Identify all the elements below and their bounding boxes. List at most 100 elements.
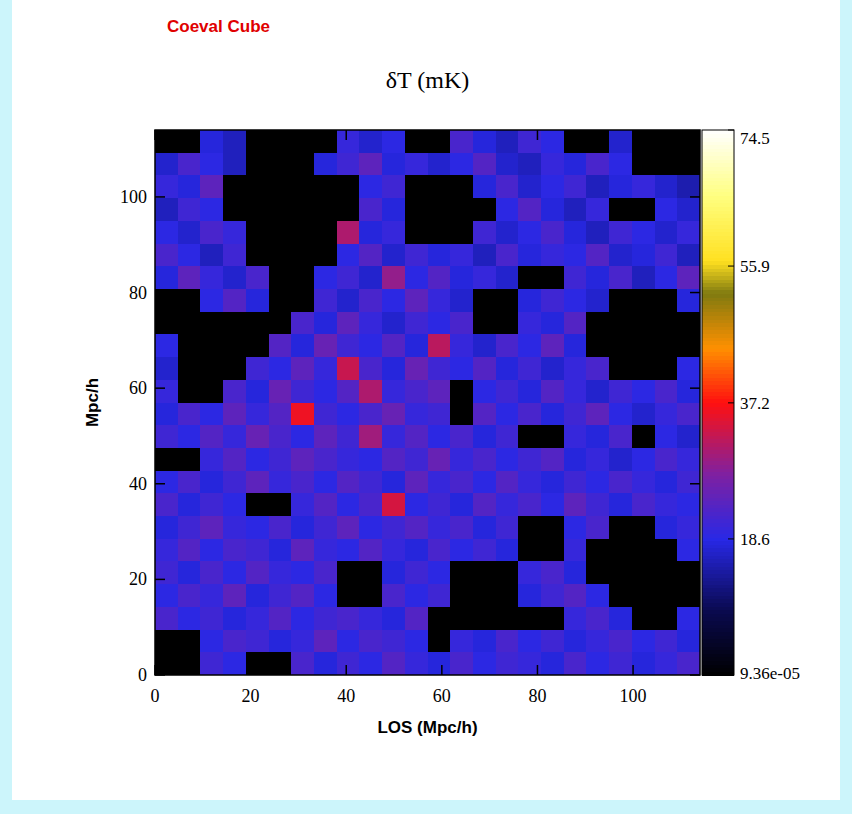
cell	[405, 221, 428, 244]
cell	[473, 403, 496, 426]
cell	[450, 425, 473, 448]
colorbar-slice	[702, 446, 734, 450]
y-tick-right	[690, 387, 700, 389]
cell	[269, 312, 292, 335]
colorbar-slice	[702, 464, 734, 468]
cell	[473, 153, 496, 176]
colorbar-slice	[702, 326, 734, 330]
cell	[564, 380, 587, 403]
cell	[450, 652, 473, 675]
colorbar-slice	[702, 392, 734, 396]
cell	[609, 266, 632, 289]
cell	[450, 266, 473, 289]
colorbar-slice	[702, 406, 734, 410]
cell	[382, 539, 405, 562]
colorbar-slice	[702, 286, 734, 290]
cell	[337, 312, 360, 335]
cell	[632, 244, 655, 267]
cell	[677, 539, 700, 562]
cell	[586, 493, 609, 516]
colorbar-slice	[702, 363, 734, 367]
y-tick	[155, 483, 165, 485]
x-tick-top	[345, 130, 347, 140]
cell	[246, 357, 269, 380]
cell	[337, 153, 360, 176]
cell	[518, 516, 541, 539]
cell	[359, 630, 382, 653]
cell	[269, 425, 292, 448]
cell	[314, 312, 337, 335]
cell	[200, 266, 223, 289]
x-tick	[345, 665, 347, 675]
cell	[518, 539, 541, 562]
cell	[473, 244, 496, 267]
y-tick-label: 40	[129, 474, 147, 494]
cell	[632, 130, 655, 153]
cell	[541, 380, 564, 403]
colorbar-slice	[702, 174, 734, 178]
cell	[359, 153, 382, 176]
cell	[677, 266, 700, 289]
cell	[632, 630, 655, 653]
colorbar-slice	[702, 646, 734, 650]
cell	[518, 493, 541, 516]
cell	[337, 334, 360, 357]
cell	[655, 289, 678, 312]
cell	[314, 471, 337, 494]
cell	[677, 357, 700, 380]
colorbar-slice	[702, 315, 734, 319]
cell	[155, 334, 178, 357]
cell	[609, 425, 632, 448]
cell	[541, 448, 564, 471]
cell	[269, 630, 292, 653]
cell	[291, 244, 314, 267]
cell	[518, 221, 541, 244]
colorbar-slice	[702, 337, 734, 341]
cell	[496, 312, 519, 335]
cell	[473, 289, 496, 312]
cell	[246, 403, 269, 426]
colorbar-slice	[702, 570, 734, 574]
cell	[541, 516, 564, 539]
cell	[632, 380, 655, 403]
cell	[223, 175, 246, 198]
cell	[382, 493, 405, 516]
cell	[428, 516, 451, 539]
cell	[450, 175, 473, 198]
x-tick	[632, 665, 634, 675]
cell	[246, 539, 269, 562]
cell	[473, 380, 496, 403]
cell	[314, 448, 337, 471]
cell	[178, 289, 201, 312]
cell	[518, 312, 541, 335]
colorbar-tick	[728, 675, 734, 676]
cell	[609, 630, 632, 653]
cell	[428, 652, 451, 675]
colorbar-slice	[702, 148, 734, 152]
cell	[178, 493, 201, 516]
y-tick	[155, 387, 165, 389]
colorbar-slice	[702, 268, 734, 272]
cell	[609, 539, 632, 562]
cell	[269, 357, 292, 380]
colorbar-slice	[702, 555, 734, 559]
cell	[428, 175, 451, 198]
x-tick-label: 100	[620, 686, 647, 706]
colorbar-tick	[728, 402, 734, 403]
cell	[359, 493, 382, 516]
cell	[314, 198, 337, 221]
colorbar-slice	[702, 410, 734, 414]
cell	[200, 493, 223, 516]
cell	[200, 175, 223, 198]
cell	[428, 198, 451, 221]
cell	[632, 652, 655, 675]
cell	[428, 312, 451, 335]
colorbar-slice	[702, 232, 734, 236]
colorbar-slice	[702, 482, 734, 486]
cell	[269, 516, 292, 539]
cell	[677, 425, 700, 448]
cell	[564, 357, 587, 380]
cell	[450, 130, 473, 153]
cell	[246, 652, 269, 675]
y-tick-label: 0	[138, 665, 147, 685]
